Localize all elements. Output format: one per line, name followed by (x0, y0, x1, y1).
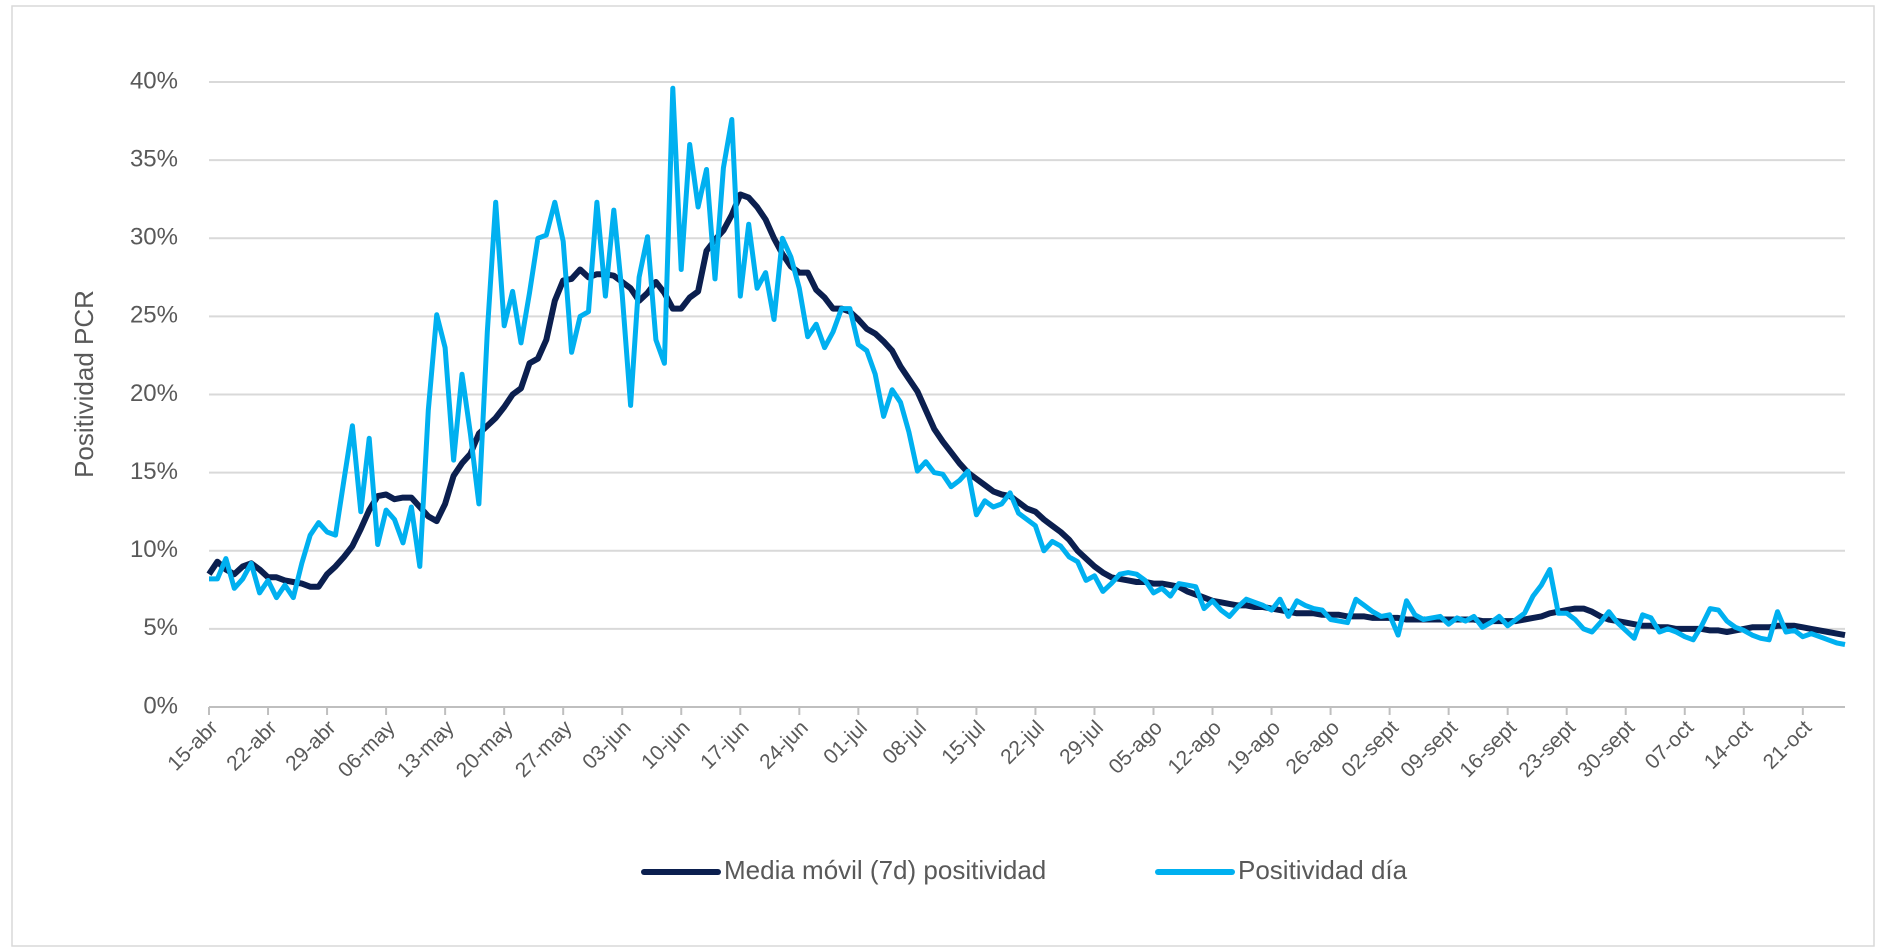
y-tick-label: 5% (143, 614, 178, 641)
series-line (209, 85, 1846, 647)
y-tick-label: 40% (130, 67, 178, 94)
y-tick-label: 10% (130, 536, 178, 563)
y-axis-title: Positividad PCR (69, 290, 99, 478)
y-tick-label: 25% (130, 302, 178, 329)
legend-label: Positividad día (1238, 855, 1408, 885)
y-tick-label: 20% (130, 380, 178, 407)
y-tick-label: 15% (130, 458, 178, 485)
y-tick-label: 35% (130, 145, 178, 172)
y-tick-label: 0% (143, 692, 178, 719)
legend-label: Media móvil (7d) positividad (724, 855, 1046, 885)
y-tick-label: 30% (130, 224, 178, 251)
